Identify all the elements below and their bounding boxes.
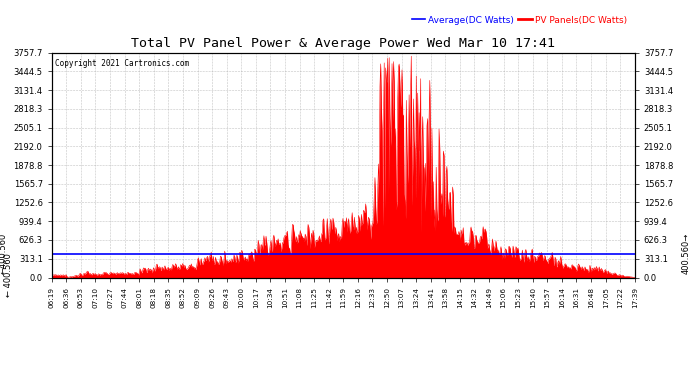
Text: ←400.560: ←400.560 bbox=[0, 233, 8, 274]
Text: 400.560→: 400.560→ bbox=[682, 233, 690, 274]
Text: ← 400.560: ← 400.560 bbox=[3, 254, 12, 297]
Title: Total PV Panel Power & Average Power Wed Mar 10 17:41: Total PV Panel Power & Average Power Wed… bbox=[131, 37, 555, 50]
Text: Copyright 2021 Cartronics.com: Copyright 2021 Cartronics.com bbox=[55, 59, 189, 68]
Legend: Average(DC Watts), PV Panels(DC Watts): Average(DC Watts), PV Panels(DC Watts) bbox=[408, 12, 630, 28]
